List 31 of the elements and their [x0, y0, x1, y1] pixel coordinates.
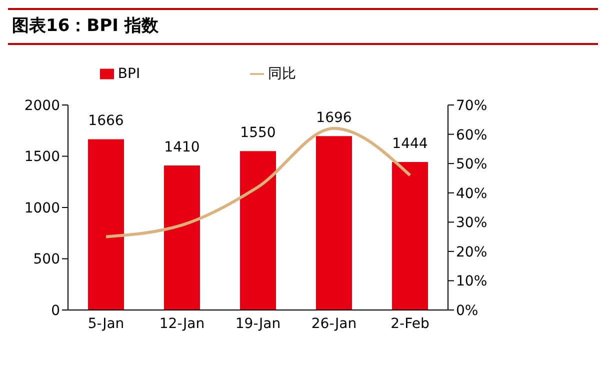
y2-tick-label: 40% [456, 186, 488, 202]
data-label: 1550 [240, 125, 276, 142]
bar [88, 139, 124, 310]
data-label: 1666 [88, 113, 124, 130]
y-tick-label: 500 [33, 252, 60, 268]
bar [392, 162, 428, 310]
legend-label: 同比 [268, 66, 296, 82]
x-tick-label: 19-Jan [235, 316, 281, 332]
y2-tick-label: 70% [456, 98, 488, 114]
bar [164, 165, 200, 310]
x-tick-label: 26-Jan [311, 316, 357, 332]
y2-tick-label: 60% [456, 127, 488, 144]
x-tick-label: 5-Jan [88, 316, 124, 332]
chart-title: 图表16：BPI 指数 [8, 8, 598, 45]
y-tick-label: 2000 [24, 98, 60, 114]
y2-tick-label: 0% [456, 302, 478, 319]
data-label: 1444 [392, 136, 428, 152]
x-tick-label: 12-Jan [159, 316, 205, 332]
bar [316, 136, 352, 310]
y2-tick-label: 20% [456, 244, 488, 260]
data-label: 1696 [316, 110, 352, 126]
x-tick-label: 2-Feb [390, 316, 430, 332]
y2-tick-label: 10% [456, 274, 488, 290]
y-tick-label: 0 [51, 302, 60, 319]
data-label: 1410 [164, 139, 200, 156]
y-tick-label: 1500 [24, 149, 60, 166]
y-tick-label: 1000 [24, 200, 60, 216]
legend-label: BPI [118, 66, 140, 82]
y2-tick-label: 50% [456, 156, 488, 173]
y2-tick-label: 30% [456, 215, 488, 232]
bar [240, 151, 276, 310]
